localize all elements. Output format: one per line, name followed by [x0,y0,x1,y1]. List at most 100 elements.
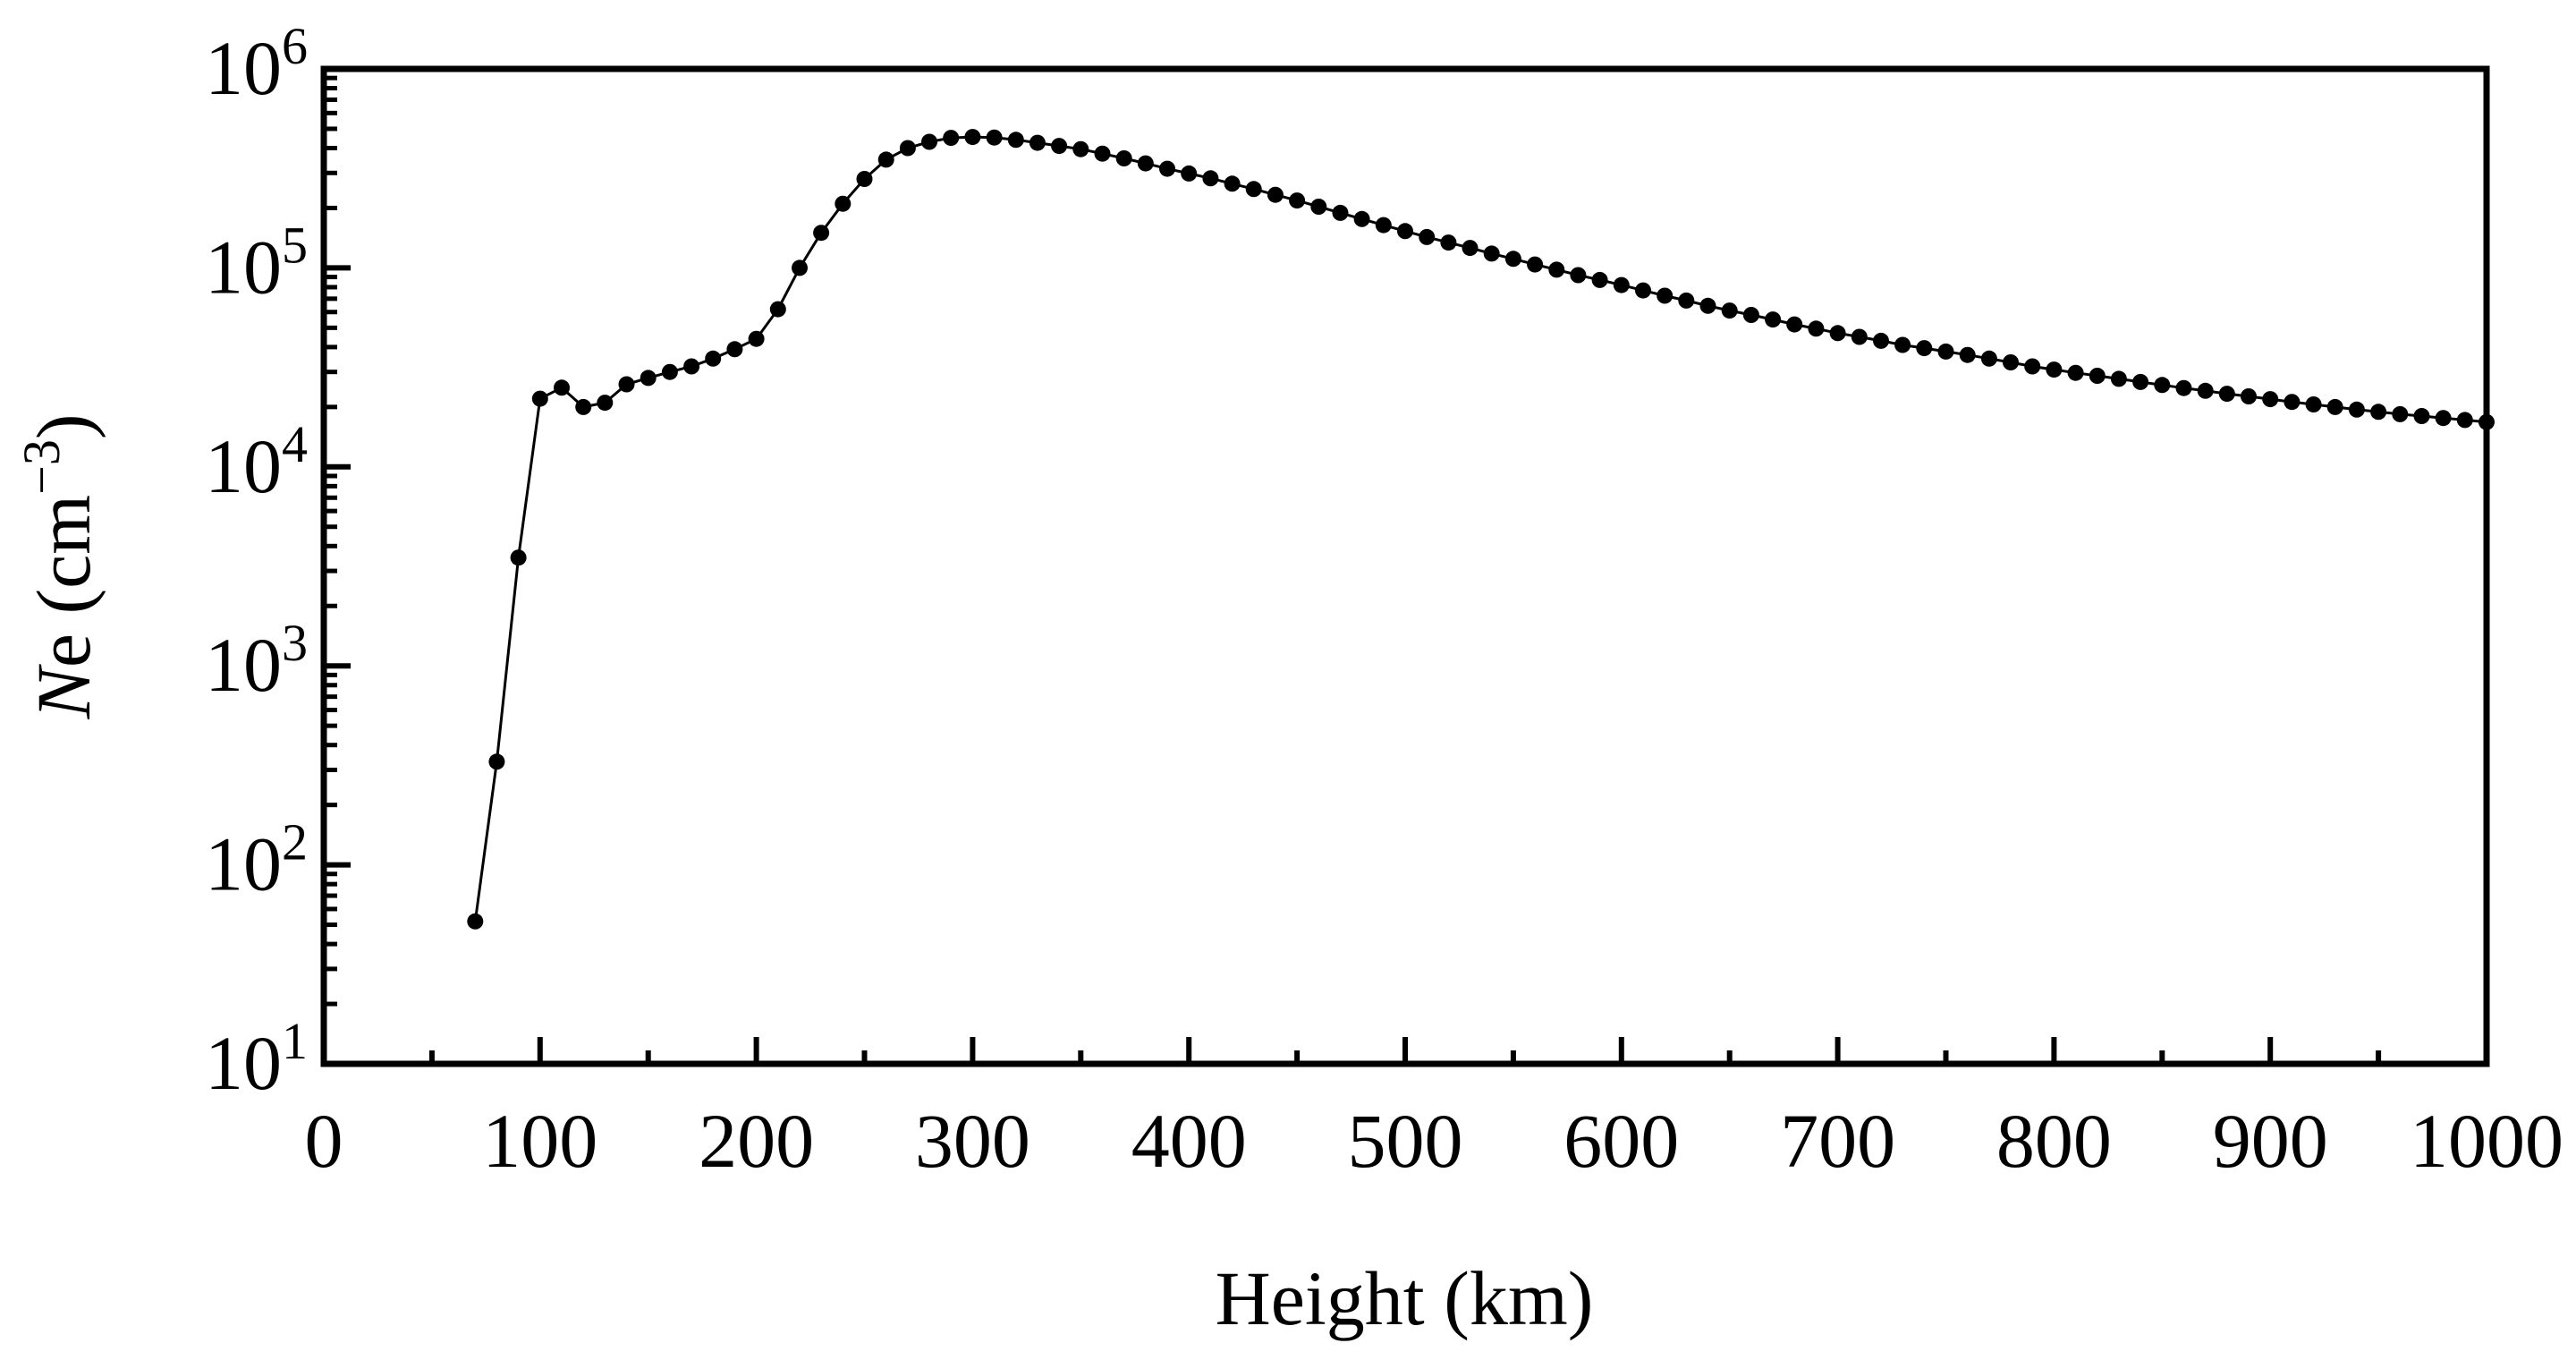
y-tick-label-base: 10 [205,1020,282,1106]
data-point [1419,228,1436,245]
data-point [2348,401,2365,418]
data-point [1375,217,1392,234]
data-point [1007,132,1024,149]
data-point [1808,320,1825,337]
data-point [1721,302,1738,319]
data-point [1504,251,1521,268]
y-tick-label-base: 10 [205,423,282,509]
data-point [2067,364,2084,381]
data-point [2218,386,2235,403]
x-tick-label: 500 [1348,1098,1463,1184]
data-point [683,358,700,375]
data-point [1786,316,1803,333]
x-tick-label: 300 [915,1098,1030,1184]
data-point [2326,398,2343,415]
x-tick-label: 0 [305,1098,343,1184]
y-tick-label-base: 10 [205,821,282,907]
data-point [2046,361,2063,378]
data-point [1289,192,1306,209]
data-point [1440,234,1457,251]
data-point [1051,138,1068,155]
data-point [1613,276,1630,293]
x-tick-label: 600 [1563,1098,1679,1184]
x-tick-label: 200 [699,1098,814,1184]
data-point [1332,204,1349,221]
data-point [2392,405,2409,422]
y-tick-label-base: 10 [205,224,282,310]
x-tick-label: 100 [482,1098,597,1184]
data-point [1462,240,1479,257]
y-tick-label: 105 [205,216,308,310]
data-point [1916,340,1933,357]
data-point [1397,223,1413,240]
data-point [835,195,852,212]
data-point [488,753,505,770]
data-point [661,363,678,380]
data-point [1657,287,1674,304]
data-point [1873,332,1889,349]
data-point [597,395,614,412]
x-tick-label: 900 [2213,1098,2328,1184]
data-point [1267,186,1284,203]
data-point [1959,346,1976,363]
data-point [813,225,830,242]
data-point [1591,271,1608,288]
tick-labels: 0 100 200 300 400 500 600 700 800 900 100010110210… [205,17,2563,1184]
data-point [575,398,592,415]
data-point [748,330,765,347]
plot-frame [320,65,2490,1067]
data-point [1224,175,1241,192]
data-point [1115,150,1132,166]
data-point [2003,354,2019,370]
data-point [1570,267,1587,284]
data-point [510,549,527,566]
y-tick-label-exponent: 5 [282,216,308,274]
data-point [2024,358,2041,375]
data-point [1310,199,1327,215]
y-tick-label-base: 10 [205,622,282,708]
data-point [792,259,808,276]
data-point [1765,311,1782,328]
y-tick-label-base: 10 [205,25,282,111]
data-point [531,390,548,407]
y-tick-label: 102 [205,813,308,907]
series-line [473,135,2487,922]
data-point [856,171,873,187]
data-point [2370,404,2387,421]
x-tick-label: 1000 [2410,1098,2563,1184]
data-point [1202,170,1219,187]
data-point [2241,388,2257,404]
x-tick-label: 400 [1131,1098,1247,1184]
y-axis-title-symbol: N [21,664,106,720]
y-axis-title: Ne (cm−3) [13,413,106,719]
data-point [1635,282,1651,299]
data-point [1029,134,1046,151]
data-point [2456,412,2473,429]
data-point [1527,256,1544,273]
data-point [2284,394,2301,411]
data-point [554,379,570,396]
data-point [1678,292,1695,309]
data-point [2413,408,2430,424]
x-tick-label: 800 [1996,1098,2112,1184]
data-point [943,130,960,147]
y-axis-title-text: e (cm [21,495,106,667]
series-layer [467,129,2495,930]
data-point [1159,160,1175,177]
data-point [1137,155,1154,172]
x-axis-title: Height (km) [1216,1255,1594,1341]
data-point [1548,261,1565,278]
y-tick-label-exponent: 1 [282,1012,308,1070]
data-point [2110,370,2127,387]
data-point [877,151,894,168]
data-point [921,133,937,150]
data-point [899,140,916,157]
data-point [2262,391,2279,408]
data-point [2175,379,2192,396]
y-tick-label-exponent: 6 [282,17,308,75]
data-point [2154,377,2171,394]
y-tick-label: 103 [205,614,308,708]
data-point [769,301,786,318]
data-point [467,913,484,930]
data-point [2132,373,2149,390]
